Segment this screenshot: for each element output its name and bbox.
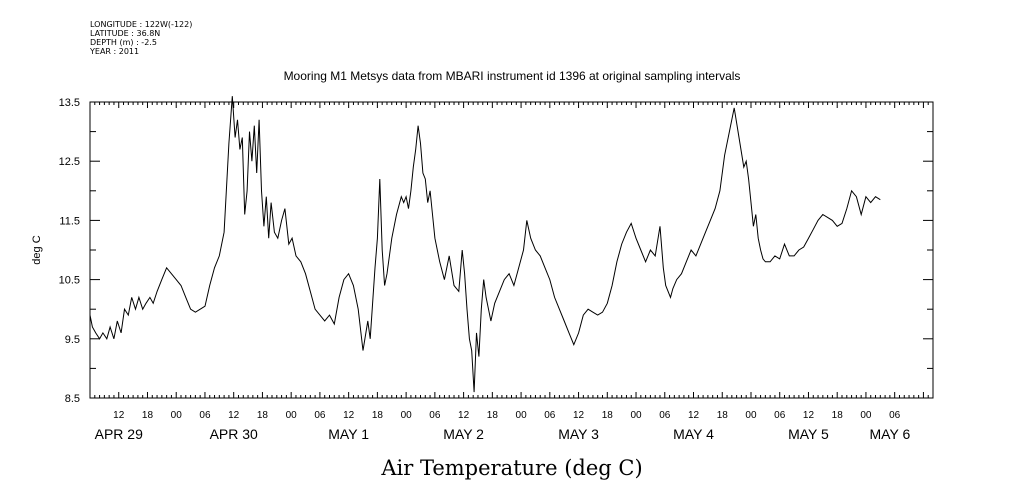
x-hour-label: 18: [487, 410, 499, 421]
plot-frame: [89, 101, 934, 399]
x-hour-label: 18: [257, 410, 269, 421]
x-hour-label: 00: [745, 410, 757, 421]
x-hour-label: 12: [458, 410, 470, 421]
x-hour-label: 18: [717, 410, 729, 421]
x-day-label: MAY 4: [673, 426, 714, 442]
x-hour-label: 00: [286, 410, 298, 421]
chart-title: Mooring M1 Metsys data from MBARI instru…: [284, 69, 741, 83]
depth-text: DEPTH (m) : -2.5: [90, 38, 157, 47]
x-hour-label: 12: [228, 410, 240, 421]
x-hour-label: 06: [314, 410, 326, 421]
y-tick-label: 8.5: [65, 393, 80, 405]
longitude-text: LONGITUDE : 122W(-122): [90, 20, 193, 29]
x-hour-label: 06: [544, 410, 556, 421]
year-text: YEAR : 2011: [90, 47, 140, 56]
x-hour-label: 12: [688, 410, 700, 421]
x-day-label: APR 30: [210, 426, 258, 442]
x-hour-label: 18: [372, 410, 384, 421]
x-day-label: MAY 6: [870, 426, 911, 442]
x-hour-label: 18: [832, 410, 844, 421]
x-hour-label: 12: [803, 410, 815, 421]
y-axis-label: deg C: [31, 235, 43, 264]
axis-ticks: [89, 101, 934, 399]
y-tick-label: 11.5: [59, 215, 80, 227]
x-hour-label: 18: [602, 410, 614, 421]
metadata-block: LONGITUDE : 122W(-122) LATITUDE : 36.8N …: [90, 20, 192, 56]
y-tick-label: 13.5: [59, 97, 80, 109]
x-hour-label: 12: [573, 410, 585, 421]
x-hour-label: 18: [142, 410, 154, 421]
x-axis-label: Air Temperature (deg C): [380, 456, 642, 480]
x-day-label: MAY 2: [443, 426, 484, 442]
x-hour-label: 06: [199, 410, 211, 421]
x-day-label: MAY 1: [328, 426, 369, 442]
x-day-label: APR 29: [95, 426, 143, 442]
x-hour-label: 00: [630, 410, 642, 421]
x-hour-label: 06: [659, 410, 671, 421]
axis-tick-labels: 12 18 00 06 12 18 00 06 12 18 00 06 12 18 00 06 12 18 00 06…: [59, 97, 911, 442]
x-hour-label: 06: [774, 410, 786, 421]
x-hour-label: 06: [429, 410, 441, 421]
x-hour-label: 00: [860, 410, 872, 421]
x-hour-label: 06: [889, 410, 901, 421]
x-day-label: MAY 3: [558, 426, 599, 442]
x-hour-label: 00: [171, 410, 183, 421]
x-hour-label: 00: [401, 410, 413, 421]
y-tick-label: 12.5: [59, 156, 80, 168]
latitude-text: LATITUDE : 36.8N: [90, 29, 161, 38]
x-hour-label: 12: [113, 410, 125, 421]
series-line: [89, 96, 881, 393]
x-day-label: MAY 5: [788, 426, 829, 442]
x-hour-label: 00: [516, 410, 528, 421]
y-tick-label: 9.5: [65, 334, 80, 346]
x-hour-label: 12: [343, 410, 355, 421]
y-tick-label: 10.5: [59, 275, 80, 287]
